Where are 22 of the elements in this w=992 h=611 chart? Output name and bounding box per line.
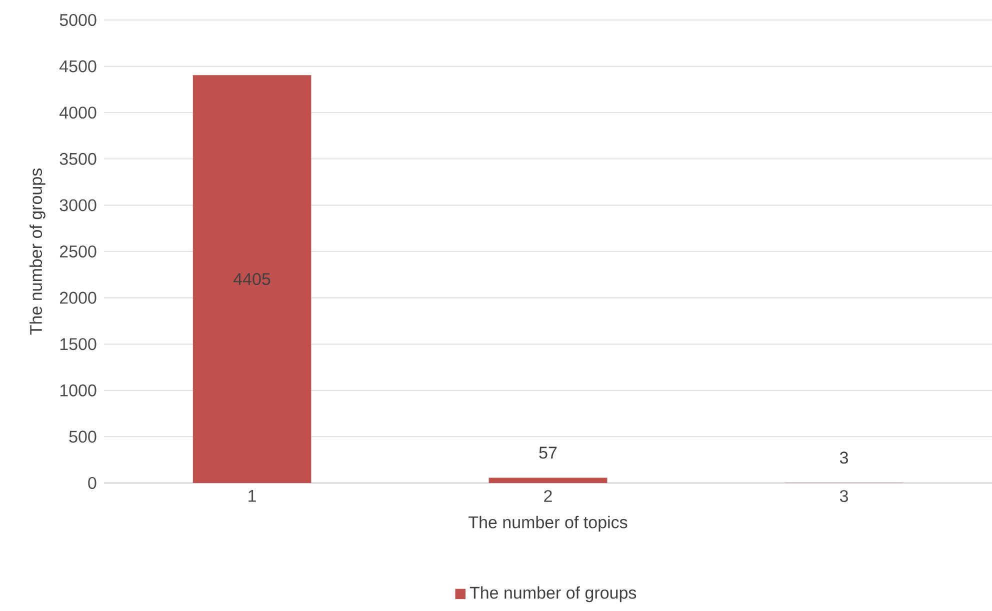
y-tick-label: 2500 xyxy=(60,245,96,258)
y-tick-label: 4000 xyxy=(60,106,96,119)
y-tick-label: 500 xyxy=(69,430,96,443)
data-label: 57 xyxy=(539,446,557,459)
x-axis-title: The number of topics xyxy=(468,516,628,532)
y-tick-label: 1500 xyxy=(60,338,96,350)
y-tick-label: 0 xyxy=(88,476,96,489)
data-label: 4405 xyxy=(233,273,270,286)
y-axis-title: The number of groups xyxy=(30,168,46,335)
y-tick-label: 2000 xyxy=(60,292,96,304)
x-tick-label: 1 xyxy=(248,490,256,502)
y-tick-label: 3500 xyxy=(60,152,96,165)
x-tick-label: 3 xyxy=(840,490,848,502)
legend-label: The number of groups xyxy=(470,586,636,602)
y-tick-label: 4500 xyxy=(60,60,96,72)
data-label: 3 xyxy=(840,452,848,464)
x-tick-label: 2 xyxy=(544,490,552,502)
bar xyxy=(192,75,312,483)
y-tick-label: 5000 xyxy=(60,14,96,26)
y-tick-label: 3000 xyxy=(60,199,96,212)
y-tick-label: 1000 xyxy=(60,384,96,396)
bar xyxy=(488,478,608,483)
